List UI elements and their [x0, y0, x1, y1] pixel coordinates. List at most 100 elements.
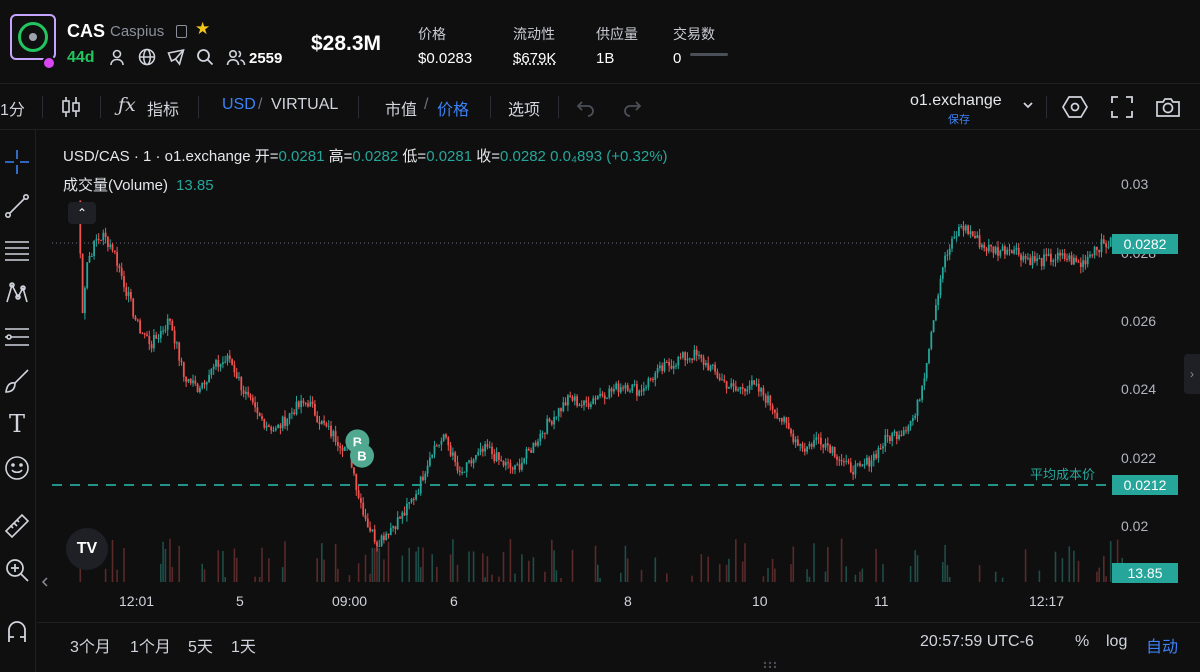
candle-type-icon[interactable]: [58, 94, 84, 120]
candle-body: [981, 244, 983, 248]
candle-body: [592, 398, 595, 405]
candle-body: [1047, 253, 1050, 256]
copy-icon[interactable]: [176, 25, 187, 38]
volume-bar: [771, 558, 774, 582]
expand-panel-handle[interactable]: ›: [1184, 354, 1200, 394]
horizontal-lines-icon[interactable]: [4, 237, 30, 263]
candle-body: [748, 385, 751, 390]
candle-body: [150, 343, 153, 349]
brush-icon[interactable]: [4, 368, 30, 394]
globe-icon[interactable]: [138, 48, 156, 66]
percent-toggle[interactable]: %: [1075, 633, 1090, 650]
volume-bar: [387, 541, 390, 582]
zoom-icon[interactable]: [4, 557, 30, 583]
function-icon[interactable]: ƒx: [118, 94, 136, 116]
exchange-selector[interactable]: o1.exchange: [910, 92, 1002, 109]
candle-body: [412, 498, 415, 500]
range-3m[interactable]: 3个月: [70, 639, 111, 656]
clock[interactable]: 20:57:59 UTC-6: [920, 633, 1034, 650]
candle-body: [647, 378, 650, 388]
range-1d[interactable]: 1天: [231, 639, 256, 656]
interval-button[interactable]: 1分: [0, 102, 25, 119]
camera-icon[interactable]: [1155, 94, 1181, 120]
candle-body: [302, 400, 305, 404]
user-icon[interactable]: [108, 48, 126, 66]
current-price-tag: 0.0282: [1112, 234, 1178, 254]
buy-marker-label: B: [353, 434, 362, 449]
candle-body: [801, 443, 804, 449]
candle-body: [1056, 252, 1059, 260]
emoji-icon[interactable]: [4, 455, 30, 481]
redo-icon[interactable]: [621, 96, 643, 118]
candle-body: [270, 426, 273, 431]
candle-body: [500, 459, 503, 461]
volume-legend: 成交量(Volume) 13.85: [63, 174, 214, 195]
candle-body: [548, 418, 551, 422]
indicators-button[interactable]: 指标: [147, 102, 180, 119]
search-icon[interactable]: [196, 48, 214, 66]
candle-body: [141, 333, 144, 335]
candle-body: [868, 457, 871, 467]
trendline-icon[interactable]: [4, 193, 30, 219]
candle-body: [951, 238, 953, 249]
volume-bar: [104, 568, 107, 582]
candle-body: [728, 386, 730, 389]
candle-body: [663, 361, 666, 371]
magnet-icon[interactable]: [4, 618, 30, 644]
price-toggle[interactable]: 价格: [437, 102, 470, 119]
candle-body: [948, 248, 951, 255]
resize-handle-icon[interactable]: [762, 660, 778, 670]
volume-bar: [594, 545, 597, 582]
candle-body: [297, 401, 300, 408]
volume-bar: [160, 563, 162, 582]
candle-body: [245, 391, 247, 394]
candle-body: [153, 334, 155, 349]
save-label[interactable]: 保存: [948, 114, 970, 126]
legend-low: 0.0281: [426, 148, 473, 165]
telegram-icon[interactable]: [167, 48, 185, 66]
undo-icon[interactable]: [575, 96, 597, 118]
tradingview-logo[interactable]: TV: [66, 528, 108, 570]
settings-icon[interactable]: [1062, 94, 1088, 120]
buy-marker-label: B: [357, 449, 366, 464]
pattern-icon[interactable]: [4, 280, 30, 306]
candle-body: [224, 361, 227, 363]
crosshair-icon[interactable]: [4, 149, 30, 175]
mcap-toggle[interactable]: 市值: [385, 102, 418, 119]
volume-bar: [914, 550, 916, 582]
text-tool-icon[interactable]: T: [8, 410, 25, 438]
auto-toggle[interactable]: 自动: [1146, 639, 1179, 656]
fullscreen-icon[interactable]: [1109, 94, 1135, 120]
usd-toggle[interactable]: USD: [222, 96, 256, 113]
candle-body: [564, 402, 567, 406]
log-toggle[interactable]: log: [1106, 633, 1128, 650]
candle-body: [1050, 253, 1052, 262]
virtual-toggle[interactable]: VIRTUAL: [271, 96, 339, 113]
candle-body: [468, 460, 470, 463]
star-icon[interactable]: ★: [195, 19, 211, 38]
candle-body: [820, 437, 822, 445]
candle-body: [323, 420, 325, 424]
stat-value[interactable]: $679K: [513, 50, 557, 67]
price-chart[interactable]: BB: [37, 131, 1200, 621]
candle-body: [261, 416, 263, 420]
candle-body: [249, 394, 252, 398]
range-1m[interactable]: 1个月: [130, 639, 171, 656]
candle-body: [610, 388, 613, 392]
candle-body: [203, 382, 206, 385]
fib-icon[interactable]: [4, 324, 30, 350]
range-5d[interactable]: 5天: [188, 639, 213, 656]
candle-body: [976, 235, 979, 239]
candle-body: [753, 380, 756, 385]
chevron-down-icon[interactable]: [1021, 98, 1035, 112]
options-button[interactable]: 选项: [508, 102, 541, 119]
collapse-toolbar-icon[interactable]: [40, 576, 50, 588]
candle-body: [385, 533, 388, 541]
candle-body: [387, 533, 390, 535]
stat-transactions: 交易数 0: [673, 24, 715, 67]
candle-body: [268, 425, 270, 427]
candle-body: [744, 388, 746, 392]
collapse-legend-button[interactable]: ⌃: [68, 202, 96, 224]
ruler-icon[interactable]: [4, 513, 30, 539]
candle-body: [629, 390, 631, 392]
